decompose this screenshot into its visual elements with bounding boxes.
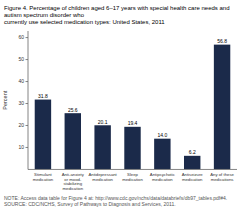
- data-label: 56.8: [217, 38, 227, 44]
- bar: [124, 127, 140, 170]
- data-label: 6.2: [189, 149, 196, 155]
- data-label: 20.1: [98, 119, 108, 125]
- bar: [35, 100, 51, 170]
- y-tick-label: 50: [18, 56, 24, 62]
- text-line: medications: [211, 177, 234, 182]
- x-tick-label: Any of thesemedications: [210, 172, 234, 182]
- bar: [214, 45, 230, 170]
- text-line: medication: [122, 177, 143, 182]
- y-tick: [26, 103, 29, 104]
- bar: [94, 125, 110, 169]
- text-line: medication: [63, 186, 84, 191]
- title: Figure 4. Percentage of children aged 6–…: [4, 5, 229, 25]
- x-tick-label: Anti-anxietyor mood-stabilizingmedicatio…: [62, 172, 85, 192]
- y-tick-label: 10: [18, 144, 24, 150]
- y-tick-label: 30: [18, 100, 24, 106]
- data-label: 14.0: [157, 132, 167, 138]
- y-axis-label: Percent: [2, 90, 8, 109]
- bar: [184, 156, 200, 170]
- data-label: 25.6: [68, 107, 78, 113]
- x-tick-label: Antiseizuremedication: [182, 172, 204, 182]
- y-tick: [26, 147, 29, 148]
- y-tick: [26, 59, 29, 60]
- x-tick-label: Antidepressantmedication: [88, 172, 117, 182]
- data-label: 31.8: [38, 93, 48, 99]
- text-line: autism spectrum disorder who: [4, 12, 85, 18]
- bars: [35, 45, 231, 170]
- chart: Figure 4. Percentage of children aged 6–…: [0, 0, 241, 209]
- text-line: medication: [92, 177, 113, 182]
- text-line: medication: [152, 177, 173, 182]
- text-line: currently use selected medication types:…: [4, 19, 165, 25]
- y-tick: [26, 37, 29, 38]
- y-axis: [28, 31, 29, 169]
- text-line: SOURCE: CDC/NCHS, Survey of Pathways to …: [4, 201, 176, 207]
- text-line: Figure 4. Percentage of children aged 6–…: [4, 5, 229, 11]
- data-label: 19.4: [128, 120, 138, 126]
- text-line: medication: [33, 177, 54, 182]
- y-tick-label: 20: [18, 122, 24, 128]
- y-tick: [26, 81, 29, 82]
- x-tick-label: Stimulantmedication: [33, 172, 54, 182]
- y-tick: [26, 125, 29, 126]
- annotation: SOURCE: CDC/NCHS, Survey of Pathways to …: [4, 201, 176, 207]
- x-tick-label: Sleepmedication: [122, 172, 143, 182]
- x-axis: [28, 169, 237, 170]
- y-tick-label: 60: [18, 34, 24, 40]
- bar: [154, 139, 170, 170]
- y-tick-label: 40: [18, 78, 24, 84]
- bar: [65, 113, 81, 169]
- x-tick-label: Antipsychoticmedication: [150, 172, 176, 182]
- text-line: medication: [182, 177, 203, 182]
